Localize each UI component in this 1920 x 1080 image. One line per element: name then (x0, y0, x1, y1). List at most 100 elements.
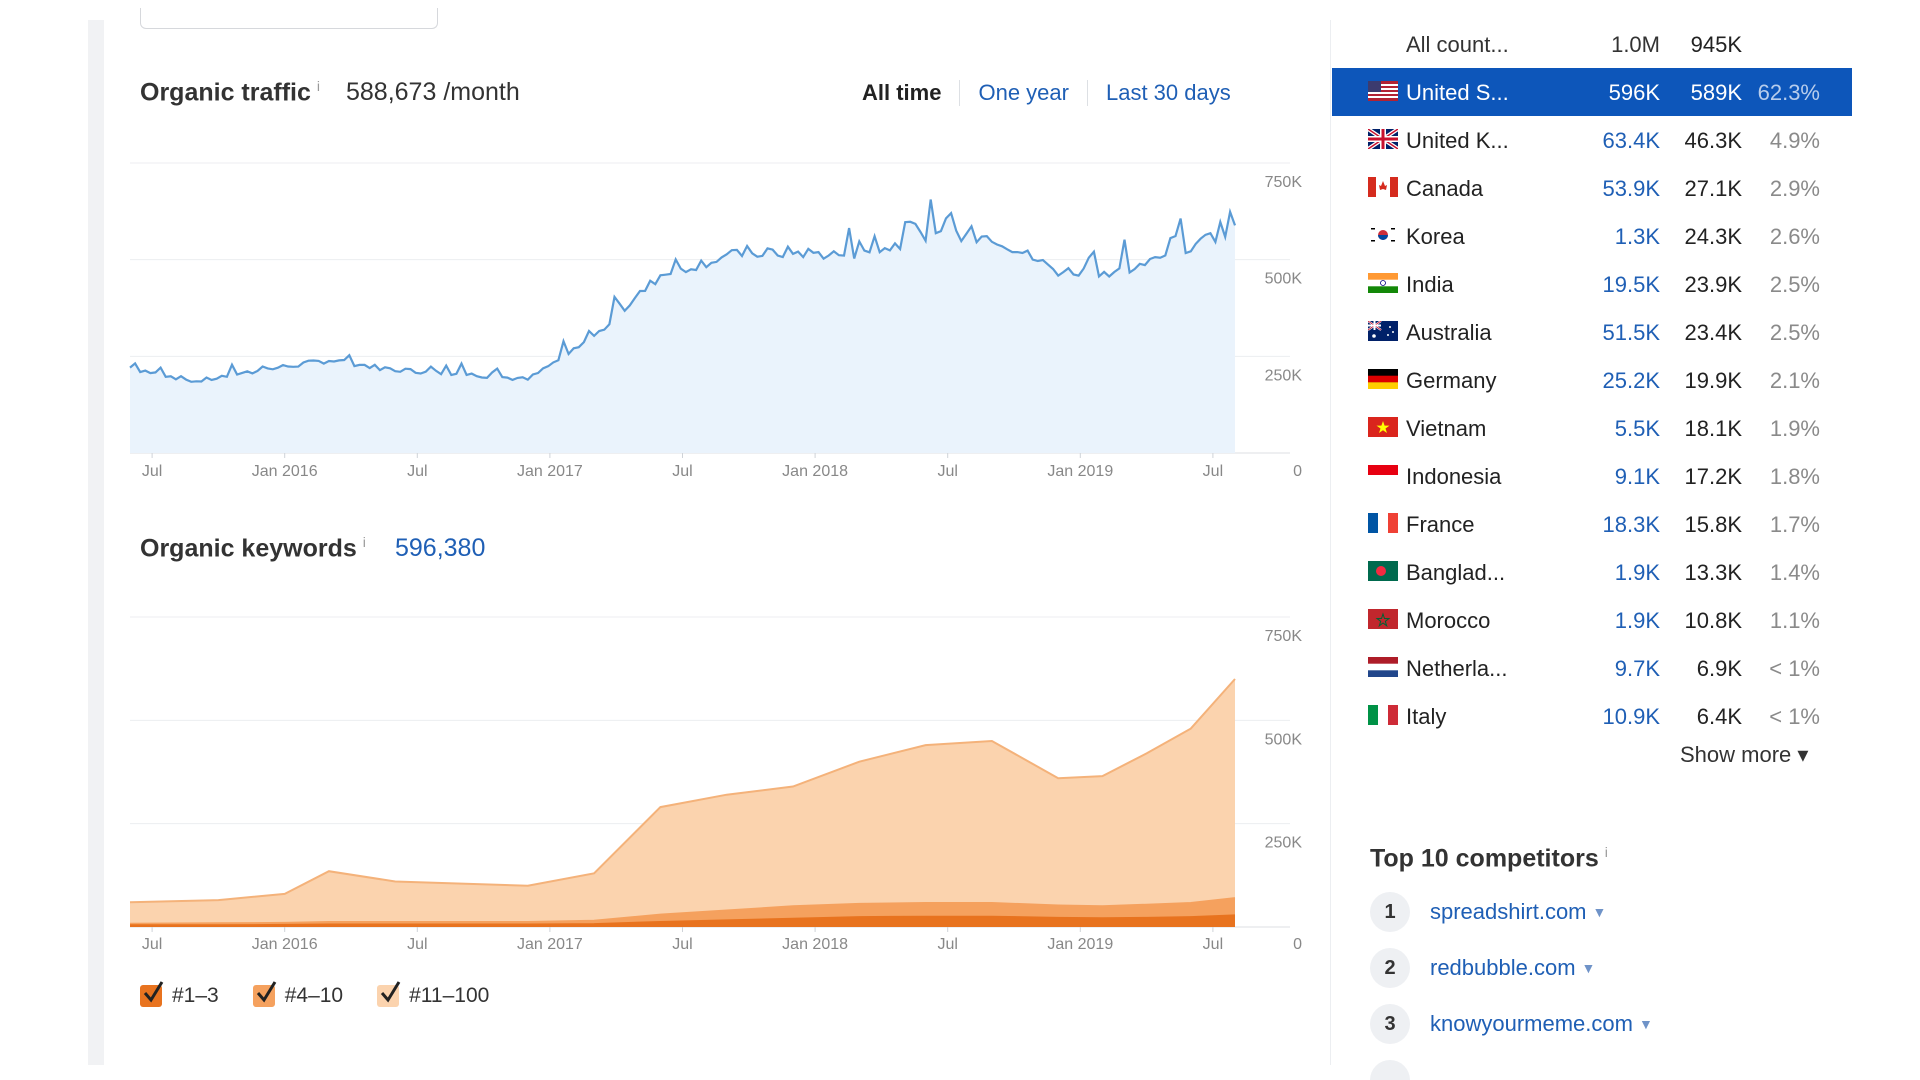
country-name: United S... (1406, 80, 1509, 105)
country-name: Indonesia (1406, 464, 1502, 489)
country-row[interactable]: United S... 596K 589K 62.3% (1332, 68, 1852, 116)
country-row[interactable]: France 18.3K 15.8K 1.7% (1332, 500, 1852, 548)
competitor-link[interactable]: spreadshirt.com (1430, 899, 1587, 924)
country-keywords: 1.0M (1611, 32, 1660, 57)
organic-keywords-label: Organic keywords (140, 534, 357, 563)
competitor-link[interactable]: redbubble.com (1430, 955, 1576, 980)
organic-traffic-title: Organic traffic i (140, 78, 320, 107)
country-name: India (1406, 272, 1454, 297)
country-row[interactable]: Netherla... 9.7K 6.9K < 1% (1332, 644, 1852, 692)
y-tick-label: 250K (1265, 367, 1303, 384)
info-icon[interactable]: i (316, 78, 320, 94)
checkbox-icon[interactable] (377, 981, 401, 1007)
country-keywords[interactable]: 9.1K (1614, 464, 1660, 489)
country-keywords[interactable]: 25.2K (1602, 368, 1661, 393)
competitor-item: 3 knowyourmeme.com ▼ (1370, 1004, 1653, 1044)
checkbox-icon[interactable] (140, 981, 164, 1007)
flag-ca-icon (1368, 177, 1398, 197)
legend-label: #11–100 (409, 984, 490, 1007)
x-tick-label: Jul (142, 936, 162, 953)
country-row[interactable]: Banglad... 1.9K 13.3K 1.4% (1332, 548, 1852, 596)
x-tick-label: Jul (937, 463, 957, 480)
caret-down-icon[interactable]: ▼ (1638, 1016, 1653, 1032)
country-keywords[interactable]: 53.9K (1602, 176, 1661, 201)
country-row[interactable]: Morocco 1.9K 10.8K 1.1% (1332, 596, 1852, 644)
country-traffic: 6.4K (1696, 704, 1742, 729)
rank-badge: 1 (1370, 892, 1410, 932)
y-tick-label: 0 (1293, 463, 1302, 480)
country-row[interactable]: Vietnam 5.5K 18.1K 1.9% (1332, 404, 1852, 452)
keywords-line-0 (130, 914, 1236, 927)
country-row[interactable]: Australia 51.5K 23.4K 2.5% (1332, 308, 1852, 356)
country-traffic: 19.9K (1684, 368, 1743, 393)
country-row[interactable]: United K... 63.4K 46.3K 4.9% (1332, 116, 1852, 164)
x-tick-label: Jul (1203, 463, 1223, 480)
legend-item-top10[interactable]: #4–10 (252, 981, 343, 1008)
info-icon[interactable]: i (362, 534, 366, 550)
country-row[interactable]: Germany 25.2K 19.9K 2.1% (1332, 356, 1852, 404)
tab-one-year[interactable]: One year (959, 80, 1087, 106)
checkbox-icon[interactable] (252, 981, 276, 1007)
country-traffic: 6.9K (1696, 656, 1742, 681)
organic-traffic-label: Organic traffic (140, 78, 311, 107)
left-rail (88, 20, 104, 1065)
country-traffic: 15.8K (1684, 512, 1743, 537)
organic-traffic-chart[interactable]: 750K 500K 250K 0 Jul Jan 2016 Jul Jan 2017 Jul Ja… (129, 140, 1310, 480)
country-keywords[interactable]: 1.3K (1614, 224, 1660, 249)
flag-ma-icon (1368, 609, 1398, 629)
country-row[interactable]: Korea 1.3K 24.3K 2.6% (1332, 212, 1852, 260)
x-tick-label: Jan 2017 (517, 936, 583, 953)
legend-item-top100[interactable]: #11–100 (377, 981, 490, 1008)
country-traffic: 27.1K (1684, 176, 1743, 201)
country-keywords[interactable]: 10.9K (1602, 704, 1661, 729)
range-tabs: All time One year Last 30 days (862, 80, 1249, 106)
country-name: Korea (1406, 224, 1465, 249)
flag-in-icon (1368, 273, 1398, 293)
tab-all-time[interactable]: All time (862, 80, 942, 105)
keywords-area-0 (130, 915, 1235, 927)
country-table: All count... 1.0M 945K United S... 596K 58… (1332, 20, 1852, 740)
country-row[interactable]: Italy 10.9K 6.4K < 1% (1332, 692, 1852, 740)
y-tick-label: 500K (1265, 731, 1303, 748)
flag-au-icon (1368, 321, 1398, 341)
country-keywords[interactable]: 1.9K (1614, 608, 1660, 633)
country-row[interactable]: Indonesia 9.1K 17.2K 1.8% (1332, 452, 1852, 500)
country-keywords[interactable]: 5.5K (1614, 416, 1660, 441)
traffic-area (130, 199, 1235, 453)
competitor-item: 1 spreadshirt.com ▼ (1370, 892, 1606, 932)
country-keywords[interactable]: 9.7K (1614, 656, 1660, 681)
country-keywords[interactable]: 51.5K (1602, 320, 1661, 345)
y-tick-label: 750K (1265, 174, 1303, 191)
caret-down-icon[interactable]: ▼ (1592, 904, 1607, 920)
country-name: Australia (1406, 320, 1492, 345)
competitors-title: Top 10 competitors i (1370, 844, 1608, 873)
country-keywords[interactable]: 18.3K (1602, 512, 1661, 537)
flag-us-icon (1368, 81, 1398, 101)
country-traffic: 18.1K (1684, 416, 1743, 441)
top-input-box[interactable] (140, 8, 438, 29)
legend-item-top3[interactable]: #1–3 (140, 981, 219, 1008)
country-keywords[interactable]: 63.4K (1602, 128, 1661, 153)
keywords-line-1 (129, 897, 1236, 925)
tab-last-30-days[interactable]: Last 30 days (1086, 80, 1249, 106)
country-share: 2.5% (1769, 272, 1820, 297)
country-traffic: 13.3K (1684, 560, 1743, 585)
country-keywords[interactable]: 596K (1608, 80, 1660, 105)
flag-id-icon (1368, 465, 1398, 485)
country-share: 1.7% (1769, 512, 1820, 537)
organic-keywords-value: 596,380 (395, 534, 486, 562)
country-row-all[interactable]: All count... 1.0M 945K (1332, 20, 1852, 68)
country-traffic: 46.3K (1684, 128, 1743, 153)
country-keywords[interactable]: 19.5K (1602, 272, 1661, 297)
country-keywords[interactable]: 1.9K (1614, 560, 1660, 585)
country-row[interactable]: India 19.5K 23.9K 2.5% (1332, 260, 1852, 308)
show-more-button[interactable]: Show more ▾ (1680, 742, 1809, 767)
info-icon[interactable]: i (1604, 844, 1608, 860)
competitor-link[interactable]: knowyourmeme.com (1430, 1011, 1633, 1036)
organic-keywords-chart[interactable]: 750K 500K 250K 0 Jul Jan 2016 Jul Jan 2017 Jul Ja… (129, 595, 1310, 955)
legend-label: #1–3 (172, 984, 219, 1007)
caret-down-icon[interactable]: ▼ (1581, 960, 1596, 976)
country-row[interactable]: Canada 53.9K 27.1K 2.9% (1332, 164, 1852, 212)
country-share: 1.1% (1769, 608, 1820, 633)
country-share: 1.9% (1769, 416, 1820, 441)
